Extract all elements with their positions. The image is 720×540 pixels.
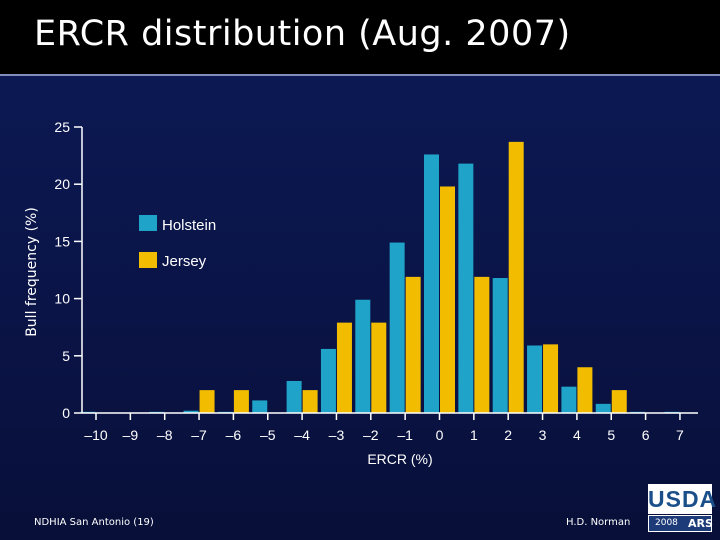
bars-group	[80, 141, 680, 413]
bar-holstein-10	[424, 154, 439, 413]
axes-group	[74, 126, 698, 420]
legend-jersey-swatch	[139, 252, 157, 268]
bar-jersey-9	[405, 276, 421, 413]
bar-jersey-8	[371, 322, 387, 413]
bar-holstein-12	[492, 278, 508, 413]
bar-holstein-9	[389, 242, 405, 413]
x-tick-label-12: 2	[504, 427, 512, 443]
bar-jersey-10	[440, 186, 455, 413]
bar-jersey-13	[543, 344, 559, 413]
usda-logo: USDA 2008 ARS	[648, 484, 718, 532]
bar-holstein-8	[355, 299, 371, 413]
bar-holstein-6	[286, 380, 302, 413]
bar-jersey-4	[233, 390, 249, 413]
x-tick-label-16: 6	[642, 427, 650, 443]
y-tick-label-5: 5	[62, 348, 70, 364]
x-tick-label-14: 4	[573, 427, 581, 443]
x-tick-label-0: –10	[84, 427, 108, 443]
bar-jersey-14	[577, 367, 593, 413]
bar-jersey-11	[474, 276, 490, 413]
legend-jersey-label: Jersey	[162, 253, 207, 270]
x-axis-label: ERCR (%)	[367, 451, 432, 467]
x-tick-label-2: –8	[157, 427, 173, 443]
footer-event: NDHIA San Antonio (19)	[34, 517, 154, 528]
y-tick-label-20: 20	[54, 176, 70, 192]
bar-jersey-15	[611, 390, 627, 413]
bar-holstein-7	[320, 348, 336, 413]
x-tick-label-6: –4	[294, 427, 310, 443]
x-tick-label-3: –7	[191, 427, 207, 443]
y-tick-label-15: 15	[54, 233, 70, 249]
bar-holstein-11	[458, 163, 474, 413]
bar-jersey-6	[302, 390, 318, 413]
bar-holstein-13	[527, 345, 543, 413]
bar-holstein-3	[183, 410, 199, 413]
x-tick-label-17: 7	[676, 427, 684, 443]
bar-holstein-14	[561, 386, 577, 413]
legend-holstein-label: Holstein	[162, 217, 216, 234]
slide-title: ERCR distribution (Aug. 2007)	[34, 14, 571, 54]
y-tick-label-10: 10	[54, 291, 70, 307]
bar-jersey-3	[199, 390, 215, 413]
x-tick-label-7: –3	[329, 427, 345, 443]
legend-holstein-swatch	[139, 215, 157, 231]
footer-author: H.D. Norman	[566, 517, 631, 528]
usda-logo-text: USDA	[648, 484, 718, 514]
x-tick-label-15: 5	[607, 427, 615, 443]
y-axis-label: Bull frequency (%)	[24, 207, 40, 337]
x-tick-label-10: 0	[436, 427, 444, 443]
title-divider	[0, 74, 720, 76]
y-tick-label-25: 25	[54, 119, 70, 135]
bar-jersey-7	[336, 322, 352, 413]
bar-holstein-15	[595, 403, 611, 413]
legend: Holstein Jersey	[139, 215, 216, 270]
x-tick-label-4: –6	[226, 427, 242, 443]
bar-jersey-12	[508, 141, 524, 413]
x-tick-label-1: –9	[123, 427, 139, 443]
x-tick-label-5: –5	[260, 427, 276, 443]
ars-mark: ARS	[688, 517, 713, 530]
x-tick-label-11: 1	[470, 427, 478, 443]
x-tick-label-13: 3	[539, 427, 547, 443]
usda-logo-year: 2008	[648, 515, 712, 532]
y-tick-label-0: 0	[62, 405, 70, 421]
title-bar	[0, 0, 720, 74]
x-tick-label-8: –2	[363, 427, 379, 443]
x-tick-label-9: –1	[397, 427, 413, 443]
bar-holstein-5	[252, 400, 268, 413]
